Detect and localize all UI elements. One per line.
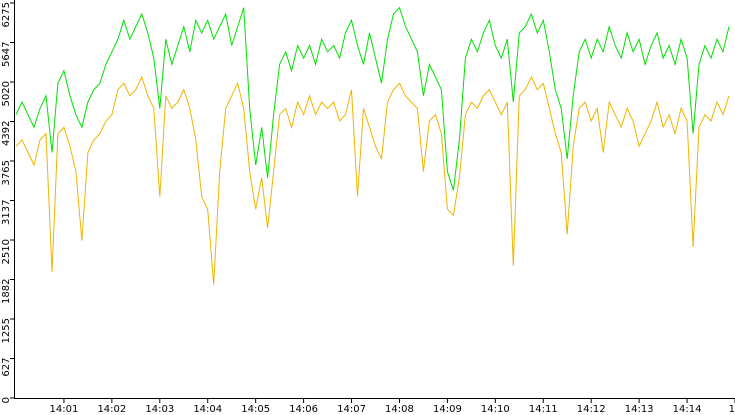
x-tick-label: 14:08 — [385, 404, 414, 415]
y-tick-label: 3137 — [1, 200, 12, 225]
x-tick-label: 14:10 — [481, 404, 510, 415]
y-tick-label: 1882 — [1, 279, 12, 304]
x-tick-label: 14:01 — [50, 404, 79, 415]
x-tick-label: 14 — [729, 404, 735, 415]
x-tick-label: 14:04 — [193, 404, 222, 415]
y-tick-label: 0 — [1, 397, 12, 403]
x-tick-label: 14:13 — [625, 404, 654, 415]
x-tick-label: 14:11 — [529, 404, 558, 415]
x-tick-label: 14:12 — [577, 404, 606, 415]
x-tick-label: 14:06 — [289, 404, 318, 415]
x-tick-label: 14:02 — [97, 404, 126, 415]
y-tick-label: 3765 — [1, 160, 12, 185]
y-tick-label: 2510 — [1, 239, 12, 264]
x-tick-label: 14:05 — [241, 404, 270, 415]
y-tick-label: 6275 — [1, 2, 12, 27]
x-tick-label: 14:14 — [673, 404, 702, 415]
x-tick-label: 14:07 — [337, 404, 366, 415]
series-line — [15, 75, 730, 285]
y-tick-label: 627 — [1, 358, 12, 377]
y-tick-label: 4392 — [1, 121, 12, 146]
y-tick-label: 1255 — [1, 318, 12, 343]
y-tick-label: 5647 — [1, 42, 12, 67]
x-tick-label: 14:03 — [145, 404, 174, 415]
y-tick-label: 5020 — [1, 81, 12, 106]
x-tick-label: 14:09 — [433, 404, 462, 415]
series-line — [15, 6, 730, 191]
